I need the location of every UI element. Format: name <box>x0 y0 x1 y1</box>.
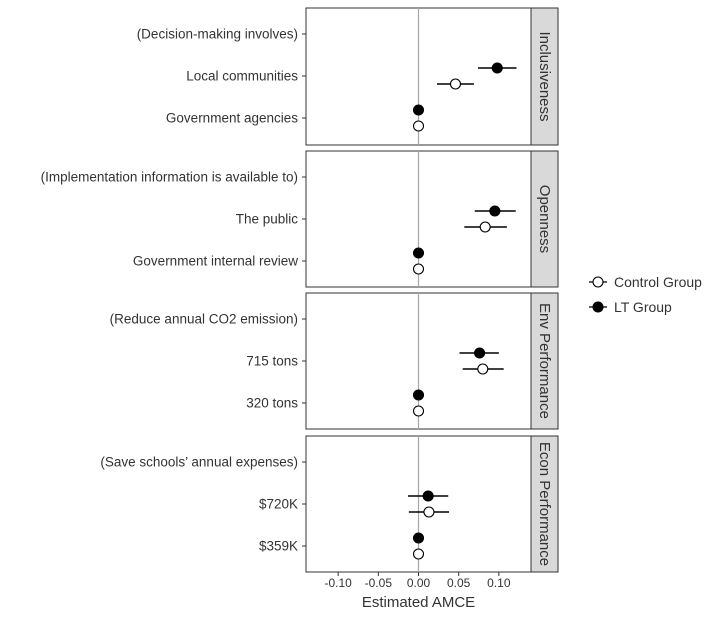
lt-group-point <box>412 389 425 401</box>
y-tick-label: $359K <box>259 539 298 554</box>
legend-lt-marker <box>592 301 604 313</box>
lt-group-point <box>489 205 501 217</box>
facet-strip <box>530 292 559 430</box>
y-tick-label: (Decision-making involves) <box>137 27 298 42</box>
facet-strip <box>530 435 559 573</box>
facet-strip-label: Env Performance <box>536 303 553 419</box>
control-group-point <box>412 405 425 417</box>
y-tick-label: Local communities <box>186 69 298 84</box>
y-tick-label: Government internal review <box>133 254 298 269</box>
control-group-point <box>423 506 435 518</box>
control-group-point <box>477 363 489 375</box>
control-group-point <box>479 221 491 233</box>
lt-group-point <box>491 62 503 74</box>
y-tick-label: $720K <box>259 497 298 512</box>
x-tick-label: 0.00 <box>407 576 431 590</box>
lt-group-point <box>422 490 434 502</box>
x-axis-title: Estimated AMCE <box>362 594 475 611</box>
control-group-point <box>412 263 425 275</box>
lt-group-point <box>474 347 486 359</box>
facet-strip-label: Openness <box>536 185 553 253</box>
legend-label: Control Group <box>614 274 702 290</box>
y-tick-label: The public <box>236 212 299 227</box>
x-tick-label: -0.10 <box>324 576 352 590</box>
y-tick-label: (Reduce annual CO2 emission) <box>110 312 298 327</box>
legend-label: LT Group <box>614 299 672 315</box>
x-tick-label: 0.05 <box>447 576 471 590</box>
y-tick-label: (Implementation information is available… <box>41 170 298 185</box>
legend-control-marker <box>592 276 604 288</box>
x-tick-label: -0.05 <box>365 576 393 590</box>
y-tick-label: Government agencies <box>166 111 298 126</box>
y-tick-label: 320 tons <box>246 396 298 411</box>
control-group-point <box>449 78 462 90</box>
control-group-point <box>412 548 425 560</box>
facet-strip <box>530 7 559 146</box>
lt-group-point <box>412 247 425 259</box>
y-tick-label: (Save schools’ annual expenses) <box>100 455 298 470</box>
facet-strip <box>530 150 559 288</box>
facet-strip-label: Inclusiveness <box>536 31 553 121</box>
facet-strip-label: Econ Performance <box>536 442 553 566</box>
y-tick-label: 715 tons <box>246 354 298 369</box>
lt-group-point <box>412 532 425 544</box>
x-tick-label: 0.10 <box>487 576 511 590</box>
lt-group-point <box>412 104 425 116</box>
control-group-point <box>412 120 425 132</box>
